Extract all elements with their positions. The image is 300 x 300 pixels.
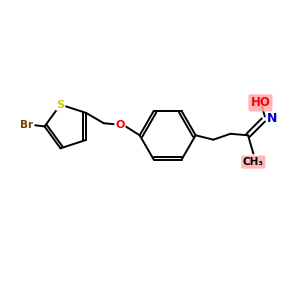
Text: Br: Br	[20, 120, 33, 130]
Text: CH₃: CH₃	[243, 157, 264, 167]
Text: HO: HO	[250, 96, 270, 110]
Text: N: N	[267, 112, 278, 125]
Text: O: O	[115, 120, 125, 130]
Text: S: S	[56, 100, 64, 110]
